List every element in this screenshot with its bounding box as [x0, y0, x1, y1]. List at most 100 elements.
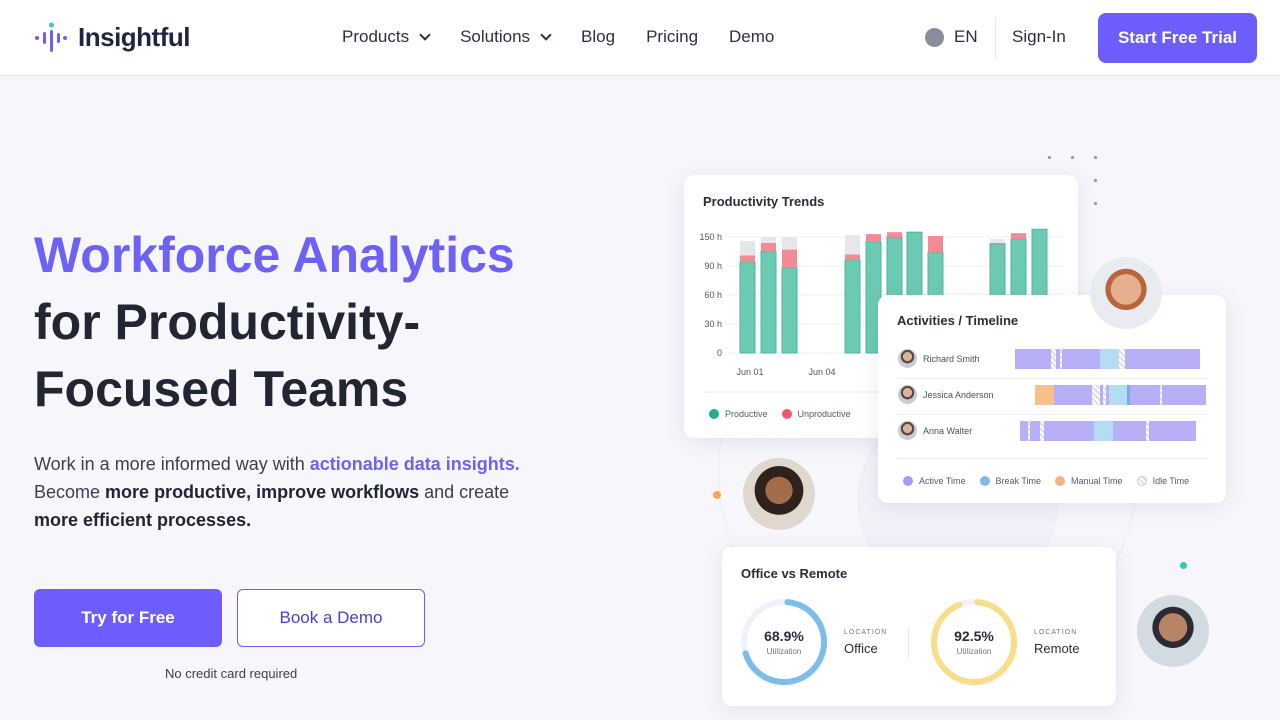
segment-active: [1029, 421, 1041, 441]
logo[interactable]: Insightful: [34, 20, 190, 54]
legend-swatch: [781, 409, 792, 419]
office-remote-card: Office vs Remote 68.9% Utilization LOCAT…: [722, 547, 1116, 706]
card-title: Productivity Trends: [703, 194, 825, 209]
timeline-track: [1001, 421, 1208, 441]
divider: [898, 378, 1208, 379]
utilization-value: 92.5%: [954, 628, 994, 644]
activities-timeline-card: Activities / Timeline Richard Smith Jess…: [878, 295, 1226, 503]
legend-label: Idle Time: [1152, 476, 1190, 486]
bar-unproductive: [887, 232, 902, 237]
location-value: Remote: [1034, 641, 1080, 656]
segment-idle: [1118, 349, 1126, 369]
x-tick-label: Jun 04: [808, 367, 835, 377]
bar-unproductive: [782, 249, 797, 268]
segment-active: [1053, 385, 1093, 405]
bar-productive: [844, 259, 861, 354]
logo-icon: [35, 22, 67, 52]
divider: [908, 627, 909, 659]
segment-active: [1130, 385, 1161, 405]
x-tick-label: Jun 01: [736, 367, 763, 377]
legend-manual: Manual Time: [1055, 476, 1123, 486]
decor-dot: [1048, 156, 1051, 159]
segment-active: [1112, 421, 1146, 441]
bar-unproductive: [866, 234, 881, 242]
legend-swatch: [1136, 476, 1147, 486]
decor-dot: [1071, 156, 1074, 159]
divider: [995, 18, 996, 58]
segment-idle: [1145, 421, 1149, 441]
card-title: Activities / Timeline: [897, 313, 1019, 328]
chevron-down-icon: [540, 28, 552, 41]
segment-active: [1055, 349, 1060, 369]
legend-label: Productive: [725, 409, 768, 419]
bar-unproductive: [740, 255, 755, 263]
legend-unproductive: Unproductive: [781, 409, 851, 419]
nav-solutions[interactable]: Solutions: [460, 27, 552, 47]
segment-active: [1125, 349, 1200, 369]
main-nav: Products Solutions Blog Pricing Demo: [342, 27, 774, 47]
timeline-track: [1001, 349, 1208, 369]
segment-manual: [1035, 385, 1054, 405]
y-tick-label: 60 h: [704, 290, 722, 300]
nav-label: Products: [342, 27, 410, 46]
legend-productive: Productive: [709, 409, 768, 419]
segment-active: [1105, 385, 1109, 405]
legend-label: Manual Time: [1071, 476, 1123, 486]
nav-pricing[interactable]: Pricing: [646, 27, 699, 46]
brand-name: Insightful: [78, 21, 190, 52]
segment-active: [1044, 421, 1095, 441]
segment-idle: [1027, 421, 1030, 441]
timeline-row: Anna Walter: [898, 417, 1208, 445]
decor-dot: [1094, 179, 1097, 182]
language-selector[interactable]: EN: [925, 27, 978, 47]
legend-swatch: [979, 476, 990, 486]
title-line: for Productivity-: [34, 294, 421, 350]
y-tick-label: 90 h: [704, 261, 722, 271]
nav-demo[interactable]: Demo: [729, 27, 775, 46]
language-label: EN: [954, 27, 978, 46]
segment-breakdark: [1127, 385, 1131, 405]
segment-idle: [1050, 349, 1056, 369]
segment-break: [1108, 385, 1128, 405]
decor-dot: [713, 491, 721, 499]
nav-label: Solutions: [460, 27, 531, 46]
start-free-trial-button[interactable]: Start Free Trial: [1098, 13, 1257, 63]
y-tick-label: 0: [717, 348, 722, 358]
nav-blog[interactable]: Blog: [581, 27, 616, 46]
try-for-free-button[interactable]: Try for Free: [34, 589, 222, 647]
divider: [898, 458, 1208, 459]
bar-unproductive: [990, 242, 1005, 244]
timeline-row: Richard Smith: [898, 345, 1208, 379]
book-demo-button[interactable]: Book a Demo: [237, 589, 425, 647]
segment-active: [1162, 385, 1206, 405]
lead-text: Work in a more informed way with: [34, 454, 310, 474]
sign-in-link[interactable]: Sign-In: [1012, 27, 1066, 46]
legend-idle: Idle Time: [1136, 476, 1190, 486]
hero-title: Workforce Analytics for Productivity- Focu…: [34, 222, 515, 423]
avatar-man-headset: [1090, 257, 1162, 329]
title-accent: Workforce Analytics: [34, 227, 515, 283]
hero-lead: Work in a more informed way with actiona…: [34, 450, 594, 534]
donut-ring: [741, 598, 827, 685]
bar-idle: [990, 238, 1005, 243]
divider: [898, 414, 1208, 415]
nav-products[interactable]: Products: [342, 27, 431, 47]
segment-active: [1100, 385, 1104, 405]
lead-highlight: actionable data insights.: [309, 454, 520, 474]
user-name: Anna Walter: [923, 426, 973, 436]
legend-label: Break Time: [995, 476, 1042, 486]
segment-idle: [1059, 349, 1063, 369]
chart-legend: Productive Unproductive: [709, 409, 851, 419]
no-credit-card-note: No credit card required: [165, 666, 298, 681]
user-avatar: [898, 421, 917, 440]
timeline-row: Jessica Anderson: [898, 381, 1208, 415]
segment-active: [1019, 421, 1028, 441]
location-label: LOCATION: [1034, 629, 1078, 636]
donut-ring: [931, 598, 1017, 685]
lead-text: Become: [34, 482, 106, 502]
segment-break: [1094, 421, 1113, 441]
timeline-track: [1001, 385, 1208, 405]
avatar-woman-headphones: [743, 458, 815, 530]
y-tick-label: 30 h: [704, 319, 722, 329]
legend-label: Unproductive: [797, 409, 851, 419]
